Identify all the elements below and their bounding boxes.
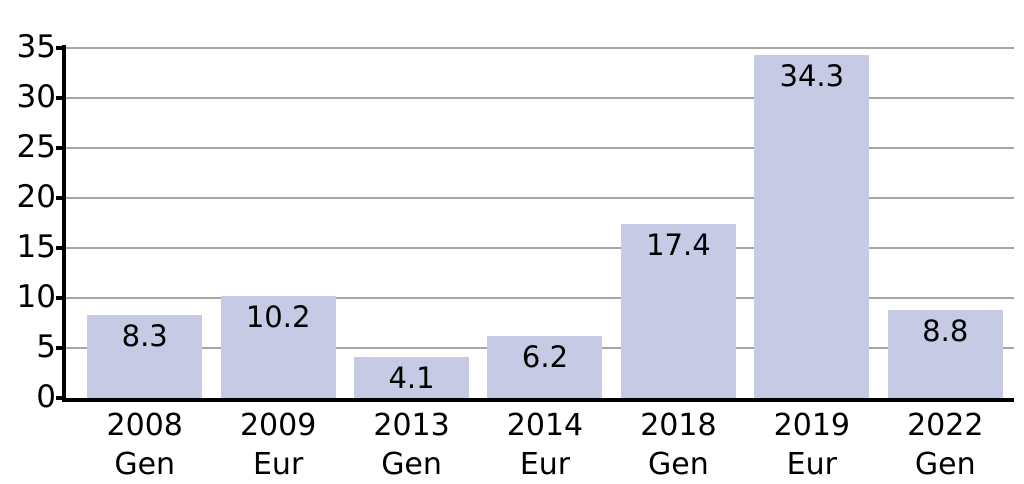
bar-value-label: 6.2 bbox=[521, 340, 569, 374]
y-tick-label-15: 15 bbox=[16, 229, 56, 265]
x-label-2022: 2022 Gen bbox=[879, 406, 1012, 484]
gridline-10 bbox=[64, 297, 1014, 299]
bar-value-label: 8.3 bbox=[121, 319, 168, 353]
x-label-2013: 2013 Gen bbox=[345, 406, 478, 484]
x-label-group: Eur bbox=[786, 447, 837, 482]
x-label-year: 2009 bbox=[239, 408, 317, 443]
y-tick-0 bbox=[56, 396, 64, 400]
x-label-2008: 2008 Gen bbox=[78, 406, 211, 484]
gridline-35 bbox=[64, 47, 1014, 49]
bars-container: 8.3 10.2 4.1 6.2 17.4 34.3 8.8 bbox=[78, 48, 1012, 398]
bar-2022: 8.8 bbox=[887, 310, 1003, 398]
x-label-2018: 2018 Gen bbox=[612, 406, 745, 484]
bar-value-label: 8.8 bbox=[922, 314, 969, 348]
bar-slot: 6.2 bbox=[478, 48, 611, 398]
bar-value-label: 34.3 bbox=[779, 59, 845, 93]
x-label-group: Eur bbox=[519, 447, 571, 482]
bar-slot: 34.3 bbox=[745, 48, 878, 398]
bar-slot: 17.4 bbox=[612, 48, 745, 398]
bar-value-label: 17.4 bbox=[646, 228, 711, 262]
bar-value-label: 4.1 bbox=[388, 361, 435, 395]
x-label-group: Gen bbox=[114, 447, 176, 482]
bar-2009: 10.2 bbox=[220, 296, 336, 398]
y-tick-35 bbox=[56, 46, 64, 50]
x-label-group: Eur bbox=[252, 447, 304, 482]
plot-area: 8.3 10.2 4.1 6.2 17.4 34.3 8.8 bbox=[64, 47, 1014, 398]
y-tick-10 bbox=[56, 296, 64, 300]
x-label-year: 2019 bbox=[773, 408, 850, 443]
y-tick-label-5: 5 bbox=[36, 329, 56, 365]
y-tick-label-0: 0 bbox=[36, 379, 56, 415]
y-tick-25 bbox=[56, 146, 64, 150]
x-axis-labels: 2008 Gen 2009 Eur 2013 Gen 2014 Eur 2018 Gen 2019 E… bbox=[78, 406, 1012, 484]
bar-slot: 4.1 bbox=[345, 48, 478, 398]
x-label-group: Gen bbox=[914, 447, 976, 482]
bar-2008: 8.3 bbox=[87, 315, 203, 398]
x-label-group: Gen bbox=[381, 447, 442, 482]
bar-2019: 34.3 bbox=[754, 55, 870, 398]
bar-slot: 8.3 bbox=[78, 48, 211, 398]
y-tick-5 bbox=[56, 346, 64, 350]
x-label-year: 2013 bbox=[373, 408, 450, 443]
bar-slot: 10.2 bbox=[211, 48, 344, 398]
gridline-15 bbox=[64, 247, 1014, 249]
y-tick-label-35: 35 bbox=[16, 29, 56, 65]
gridline-30 bbox=[64, 97, 1014, 99]
bar-slot: 8.8 bbox=[879, 48, 1012, 398]
y-tick-label-30: 30 bbox=[16, 79, 56, 115]
x-label-year: 2018 bbox=[640, 408, 717, 443]
y-tick-label-10: 10 bbox=[16, 279, 56, 315]
y-tick-20 bbox=[56, 196, 64, 200]
x-label-year: 2022 bbox=[907, 408, 984, 443]
bar-2014: 6.2 bbox=[487, 336, 603, 398]
gridline-20 bbox=[64, 197, 1014, 199]
x-label-2019: 2019 Eur bbox=[745, 406, 878, 484]
x-label-2009: 2009 Eur bbox=[211, 406, 344, 484]
y-tick-30 bbox=[56, 96, 64, 100]
gridline-25 bbox=[64, 147, 1014, 149]
bar-2013: 4.1 bbox=[354, 357, 470, 398]
x-axis-line bbox=[62, 398, 1014, 402]
x-label-year: 2014 bbox=[506, 408, 584, 443]
y-tick-label-25: 25 bbox=[16, 129, 56, 165]
x-label-2014: 2014 Eur bbox=[478, 406, 611, 484]
bar-value-label: 10.2 bbox=[245, 300, 311, 334]
x-label-group: Gen bbox=[648, 447, 709, 482]
bar-2018: 17.4 bbox=[620, 224, 736, 398]
y-axis-line bbox=[62, 45, 66, 402]
y-tick-15 bbox=[56, 246, 64, 250]
y-tick-label-20: 20 bbox=[16, 179, 56, 215]
x-label-year: 2008 bbox=[106, 408, 183, 443]
